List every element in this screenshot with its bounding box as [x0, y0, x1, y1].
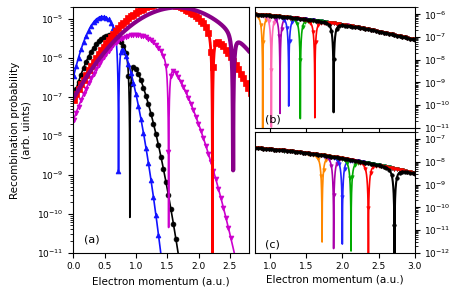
- Text: (c): (c): [265, 240, 280, 250]
- Y-axis label: Recombination probability
(arb. uints): Recombination probability (arb. uints): [10, 61, 32, 199]
- X-axis label: Electron momentum (a.u.): Electron momentum (a.u.): [92, 277, 230, 287]
- Text: (a): (a): [84, 235, 100, 245]
- Text: (b): (b): [265, 115, 281, 125]
- X-axis label: Electron momentum (a.u.): Electron momentum (a.u.): [266, 274, 404, 284]
